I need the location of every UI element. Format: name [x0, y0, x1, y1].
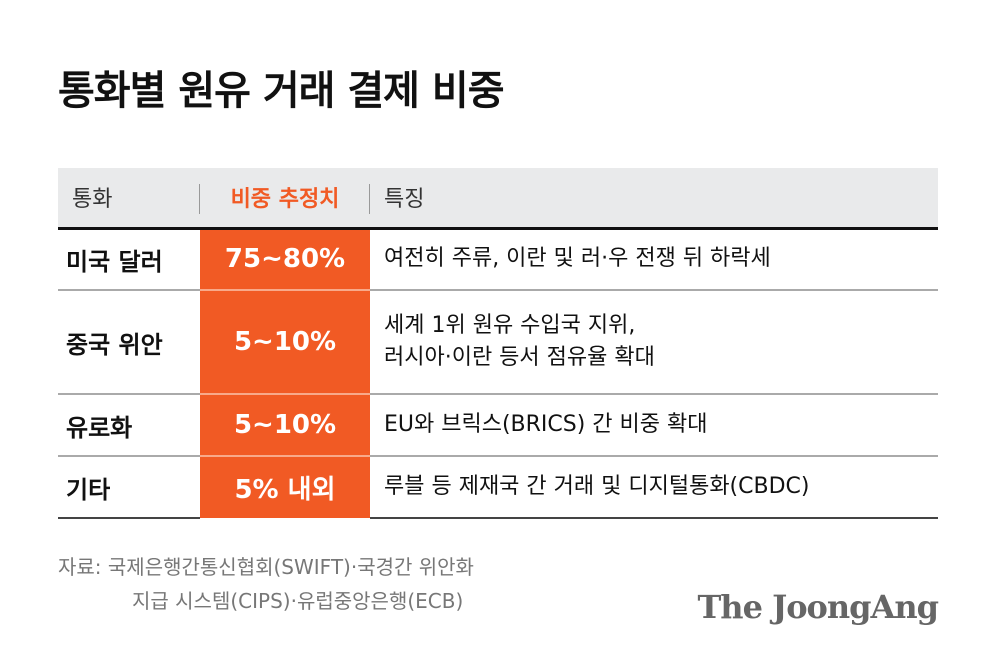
publisher-logo: The JoongAng: [697, 588, 939, 626]
feature-cell: 여전히 주류, 이란 및 러·우 전쟁 뒤 하락세: [370, 228, 938, 291]
page-title: 통화별 원유 거래 결제 비중: [58, 68, 505, 114]
source-line-1: 자료: 국제은행간통신협회(SWIFT)·국경간 위안화: [58, 555, 474, 579]
table-row: 미국 달러 75~80% 여전히 주류, 이란 및 러·우 전쟁 뒤 하락세: [58, 228, 938, 291]
feature-cell: EU와 브릭스(BRICS) 간 비중 확대: [370, 394, 938, 457]
feature-line: EU와 브릭스(BRICS) 간 비중 확대: [384, 412, 708, 437]
feature-line: 세계 1위 원유 수입국 지위,: [384, 313, 636, 338]
currency-share-table: 통화 비중 추정치 특징 미국 달러 75~80% 여전히 주류, 이란 및 러…: [58, 168, 938, 519]
table-row: 중국 위안 5~10% 세계 1위 원유 수입국 지위, 러시아·이란 등서 점…: [58, 290, 938, 395]
share-cell: 5~10%: [200, 394, 370, 457]
feature-cell: 루블 등 제재국 간 거래 및 디지털통화(CBDC): [370, 456, 938, 519]
currency-cell: 기타: [58, 456, 200, 519]
table-header-row: 통화 비중 추정치 특징: [58, 168, 938, 230]
feature-line: 여전히 주류, 이란 및 러·우 전쟁 뒤 하락세: [384, 246, 771, 272]
source-line-2: 지급 시스템(CIPS)·유럽중앙은행(ECB): [132, 589, 464, 613]
source-note: 자료: 국제은행간통신협회(SWIFT)·국경간 위안화 지급 시스템(CIPS…: [58, 550, 474, 618]
share-cell: 75~80%: [200, 228, 370, 291]
feature-line: 러시아·이란 등서 점유율 확대: [384, 345, 655, 370]
header-currency: 통화: [58, 168, 200, 230]
table-row: 기타 5% 내외 루블 등 제재국 간 거래 및 디지털통화(CBDC): [58, 456, 938, 519]
currency-cell: 유로화: [58, 394, 200, 457]
table-row: 유로화 5~10% EU와 브릭스(BRICS) 간 비중 확대: [58, 394, 938, 457]
feature-cell: 세계 1위 원유 수입국 지위, 러시아·이란 등서 점유율 확대: [370, 290, 938, 395]
header-feature: 특징: [370, 168, 938, 230]
currency-cell: 중국 위안: [58, 290, 200, 395]
share-cell: 5~10%: [200, 290, 370, 395]
currency-cell: 미국 달러: [58, 228, 200, 291]
feature-line: 루블 등 제재국 간 거래 및 디지털통화(CBDC): [384, 474, 810, 499]
share-cell: 5% 내외: [200, 456, 370, 518]
header-share: 비중 추정치: [200, 168, 370, 230]
